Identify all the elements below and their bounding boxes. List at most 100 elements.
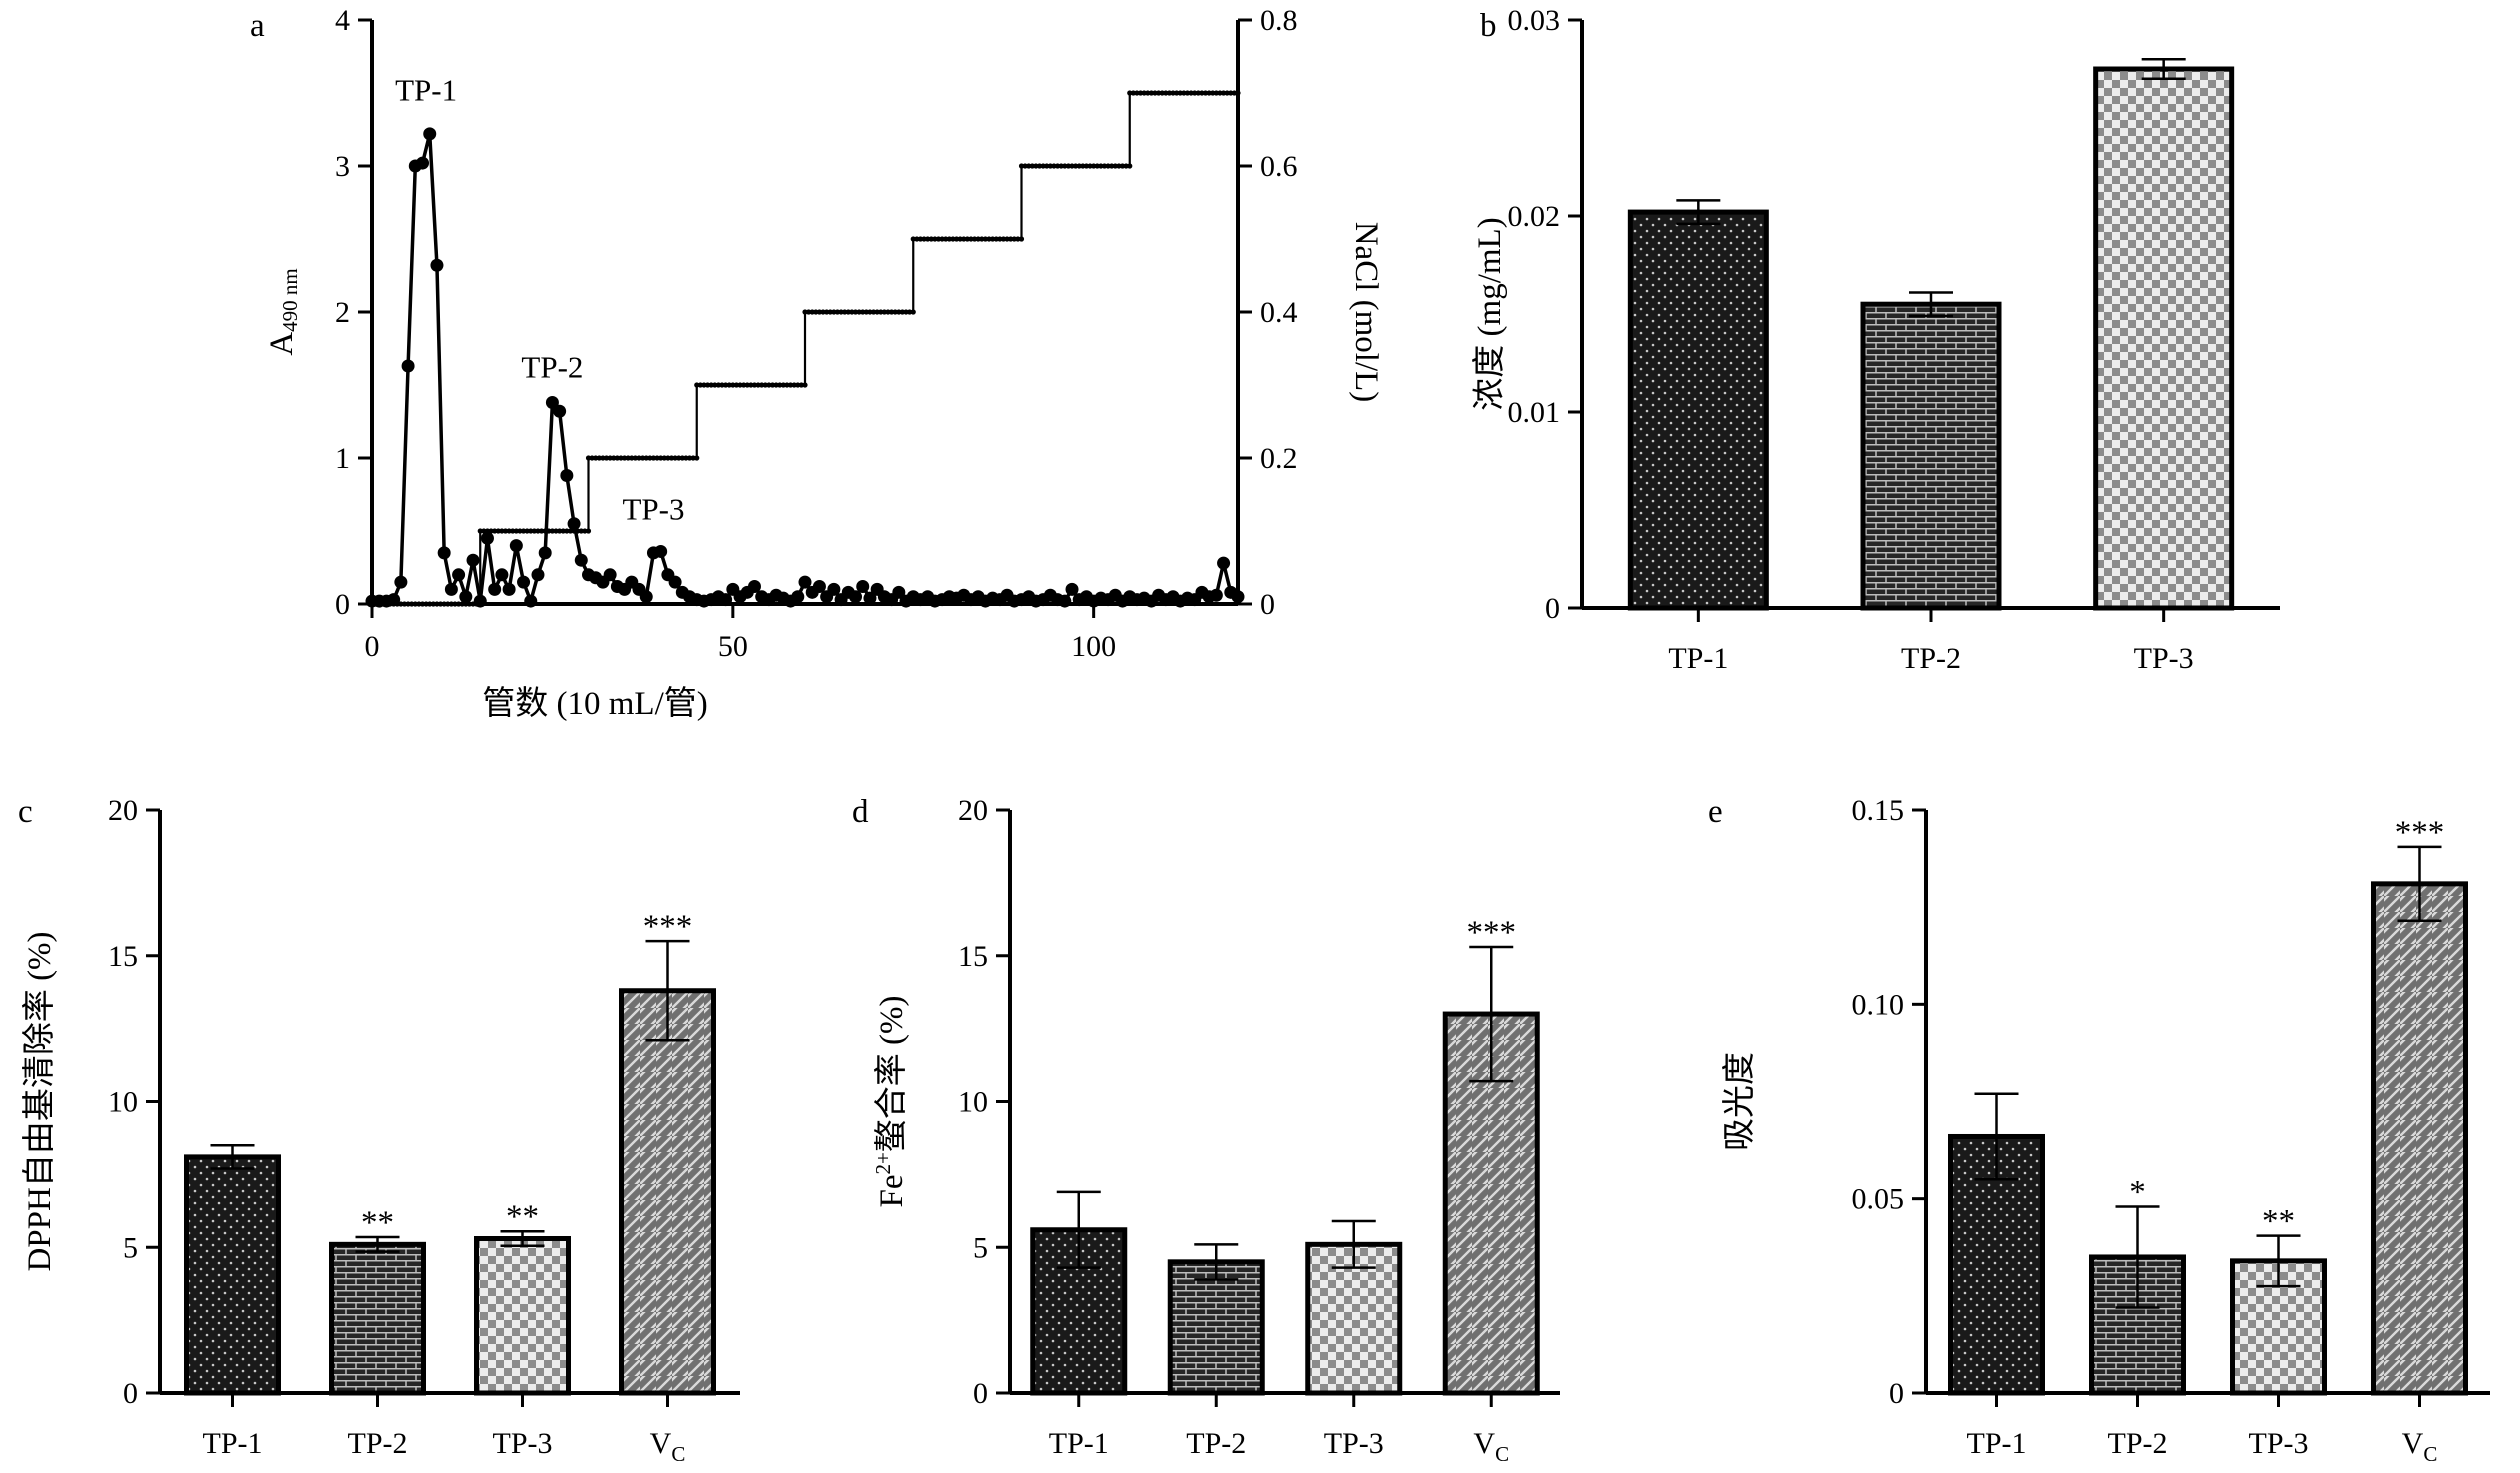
chart-a-nacl-point [892,309,898,315]
chart-a-nacl-point [520,528,527,534]
chart-a-nacl-point [1069,163,1075,169]
chart-a-nacl-point [1148,90,1154,96]
chart-a-nacl-point [492,528,498,534]
chart-c-y-tick-label: 20 [108,794,138,827]
chart-a-nacl-point [535,528,541,534]
chart-a-nacl-point [827,309,833,315]
chart-b-y-tick-label: 0.03 [1508,4,1561,37]
chart-d-y-axis-title: Fe2+螯合率 (%) [871,995,910,1207]
chart-a-nacl-point [694,455,700,461]
chart-a-x-axis-title: 管数 (10 mL/管) [482,685,707,722]
chart-a-nacl-point [445,601,451,607]
chart-a-nacl-point [971,236,978,242]
chart-a-nacl-point [1109,163,1115,169]
chart-a-nacl-point [813,309,819,315]
chart-b-category-label: TP-2 [1901,642,1961,675]
chart-a-a490-point [509,539,523,553]
chart-a-x-axis-ticks: 0 50 100 [365,604,1116,663]
chart-a-x-tick-label: 100 [1071,630,1116,663]
chart-a-nacl-point [975,236,981,242]
chart-a-nacl-point [1091,163,1097,169]
chart-a-nacl-point [437,601,444,607]
chart-a-nacl-point [1000,236,1007,242]
chart-a-a490-point [553,404,567,418]
chart-a-nacl-point [1188,90,1194,96]
chart-d-significance: *** [1467,915,1517,951]
chart-e-y-tick-label: 0.15 [1852,794,1905,827]
chart-a-nacl-point [452,601,458,607]
chart-a-nacl-point [694,382,700,388]
chart-a-nacl-point [802,309,808,315]
chart-d-fe2-chelating: d 0 5 10 15 20 TP-1 TP-2 TP-3 *** VC Fe2+螯合率 (%) [852,794,1560,1466]
chart-a-nacl-point [629,455,635,461]
chart-a-nacl-point [603,455,610,461]
chart-a-nacl-point [434,601,440,607]
chart-a-nacl-point [903,309,909,315]
chart-a-a490-point [387,593,401,607]
chart-c-y-tick-label: 15 [108,940,138,973]
chart-b-bar-tp-3 [2093,66,2235,611]
chart-a-nacl-point [1076,163,1082,169]
chart-e-category-label: TP-2 [2108,1427,2168,1460]
chart-a-a490-point [437,546,451,560]
chart-a-right-tick-label: 0.4 [1260,296,1298,329]
chart-d-y-tick-label: 5 [973,1231,988,1264]
chart-a-a490-point [560,469,574,483]
chart-a-left-tick-label: 4 [335,4,350,37]
chart-a-nacl-point [986,236,992,242]
chart-a-nacl-point [896,309,902,315]
chart-a-nacl-point [654,455,660,461]
chart-a-a490-point [502,582,516,596]
chart-a-nacl-point [557,528,563,534]
chart-a-nacl-point [910,309,916,315]
chart-a-peak-label: TP-3 [622,491,684,526]
chart-a-a490-point [856,579,870,593]
chart-a-nacl-point [683,455,689,461]
chart-a-nacl-point [625,455,631,461]
chart-a-nacl-point [495,528,501,534]
chart-a-a490-point [430,258,444,272]
chart-a-nacl-point [510,528,516,534]
chart-a-nacl-point [1141,90,1147,96]
chart-a-nacl-point [524,528,530,534]
chart-a-nacl-point [1228,90,1234,96]
chart-a-nacl-point [477,528,483,534]
chart-a-nacl-point [914,236,920,242]
chart-e-significance: *** [2395,815,2445,851]
chart-a-a490-point [603,568,617,582]
chart-a-nacl-point [856,309,862,315]
chart-a-nacl-point [585,528,592,534]
chart-a-nacl-point [831,309,837,315]
chart-a-a490-point [747,579,761,593]
chart-a-nacl-point [1220,90,1227,96]
chart-a-nacl-point [679,455,685,461]
chart-a-nacl-point [712,382,718,388]
chart-b-y-axis-title: 浓度 (mg/mL) [1471,217,1508,410]
chart-b-y-tick-label: 0 [1545,592,1560,625]
chart-a-nacl-point [585,455,592,461]
chart-a-a490-point [452,568,466,582]
chart-a-nacl-point [553,528,559,534]
chart-a-nacl-series [369,90,1241,607]
chart-a-nacl-point [1015,236,1021,242]
chart-a-nacl-point [1199,90,1205,96]
chart-a-nacl-point [668,455,675,461]
chart-a-nacl-point [636,455,642,461]
chart-a-nacl-point [607,455,613,461]
chart-a-nacl-point [600,455,606,461]
chart-c-y-tick-label: 10 [108,1086,138,1119]
chart-a-nacl-point [932,236,938,242]
chart-d-y-tick-label: 15 [958,940,988,973]
chart-b-panel-letter: b [1480,8,1497,44]
chart-a-a490-point [827,582,841,596]
chart-b-category-label: TP-3 [2134,642,2194,675]
chart-b-y-tick-label: 0.01 [1508,396,1561,429]
chart-a-nacl-point [961,236,967,242]
chart-a-peak-annotations: TP-1 TP-2 TP-3 [395,72,684,526]
chart-a-nacl-point [910,236,916,242]
chart-a-nacl-point [769,382,776,388]
chart-a-nacl-point [968,236,974,242]
chart-a-nacl-point [1159,90,1165,96]
chart-d-bar-tp-3 [1305,1241,1403,1396]
